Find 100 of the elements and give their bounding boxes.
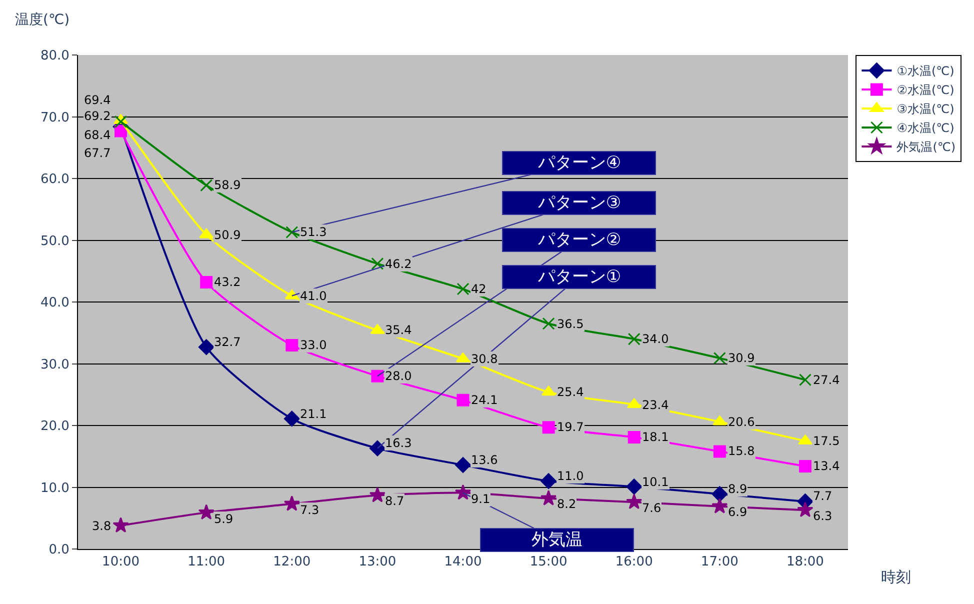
point bbox=[798, 374, 812, 386]
callout-label: 時刻 bbox=[881, 568, 911, 586]
point bbox=[454, 484, 472, 500]
callout-label: 19.7 bbox=[556, 420, 584, 434]
callout-label: 6.3 bbox=[812, 508, 832, 524]
y-tick-label: 50.0 bbox=[40, 234, 70, 249]
point bbox=[455, 457, 471, 473]
callout-label: 20.6 bbox=[728, 414, 756, 430]
y-tick-label: 70.0 bbox=[40, 110, 70, 126]
point bbox=[284, 495, 300, 511]
point bbox=[797, 502, 814, 518]
y-tick-label: 20.0 bbox=[40, 419, 70, 434]
annotation: パターン② bbox=[536, 230, 622, 250]
callout-label: 8.7 bbox=[384, 494, 404, 508]
y-tick-label: 40.0 bbox=[40, 296, 70, 311]
point bbox=[200, 276, 213, 288]
callout-label: 24.1 bbox=[470, 392, 498, 408]
callout-label: 67.7 bbox=[84, 146, 112, 160]
x-tick-label: 11:00 bbox=[188, 554, 226, 570]
legend-label: ③水温(℃) bbox=[896, 102, 954, 116]
annotation: パターン④ bbox=[536, 153, 622, 173]
callout-label: 8.9 bbox=[728, 482, 748, 496]
callout-label: 7.6 bbox=[642, 500, 662, 516]
point bbox=[456, 394, 470, 406]
callout-label: 11.0 bbox=[556, 468, 584, 484]
x-tick-label: 17:00 bbox=[700, 554, 738, 570]
callout-label: 3.8 bbox=[92, 518, 112, 534]
callout-label: 5.9 bbox=[214, 512, 234, 526]
point bbox=[541, 386, 556, 396]
callout-label: 36.5 bbox=[556, 316, 584, 332]
point bbox=[628, 430, 640, 444]
callout-label: 34.0 bbox=[642, 332, 670, 346]
legend-label: ①水温(℃) bbox=[896, 64, 954, 78]
callout-label: 30.9 bbox=[728, 350, 756, 366]
callout-label: 25.4 bbox=[556, 384, 584, 400]
point bbox=[371, 257, 384, 270]
x-tick-label: 12:00 bbox=[273, 554, 311, 570]
callout-label: 69.4 bbox=[84, 92, 112, 108]
callout-label: 35.4 bbox=[384, 322, 412, 338]
callout-label: 8.2 bbox=[556, 496, 576, 512]
point bbox=[200, 179, 213, 192]
point bbox=[712, 498, 728, 514]
callout-label: 30.8 bbox=[470, 352, 498, 366]
callout-label: 13.4 bbox=[812, 458, 840, 474]
legend-label: 外気温(℃) bbox=[896, 140, 956, 154]
point bbox=[284, 410, 300, 427]
x-tick-label: 10:00 bbox=[102, 554, 140, 570]
point bbox=[370, 440, 386, 456]
point bbox=[540, 490, 557, 506]
callout-label: 27.4 bbox=[812, 372, 840, 388]
callout-label: 7.3 bbox=[300, 502, 320, 518]
callout-label: 13.6 bbox=[470, 452, 498, 468]
callout-label: 68.4 bbox=[84, 128, 112, 142]
point bbox=[371, 370, 384, 382]
x-tick-label: 16:00 bbox=[615, 554, 653, 570]
callout-label: 46.2 bbox=[384, 256, 412, 272]
point bbox=[540, 473, 556, 489]
x-tick-label: 14:00 bbox=[444, 554, 482, 570]
callout-label: 10.1 bbox=[642, 474, 670, 490]
x-tick-label: 18:00 bbox=[786, 554, 824, 570]
x-tick-label: 13:00 bbox=[358, 554, 396, 570]
callout-label: 18.1 bbox=[642, 430, 670, 444]
point bbox=[712, 486, 728, 502]
annotation: 外気温 bbox=[532, 530, 582, 550]
callout-label: 6.9 bbox=[728, 504, 748, 520]
callout-label: 23.4 bbox=[642, 398, 670, 412]
callout-label: 15.8 bbox=[728, 444, 756, 458]
callout-label: 50.9 bbox=[214, 228, 242, 242]
point bbox=[626, 494, 642, 510]
point bbox=[798, 460, 812, 473]
point bbox=[456, 282, 470, 296]
callout-label: 51.3 bbox=[300, 224, 328, 240]
callout-label: 33.0 bbox=[300, 338, 328, 352]
point bbox=[286, 338, 298, 352]
callout-label: 28.0 bbox=[384, 368, 412, 384]
annotation: パターン① bbox=[536, 267, 622, 287]
point bbox=[199, 228, 214, 238]
point bbox=[114, 115, 128, 128]
y-tick-label: 60.0 bbox=[40, 172, 70, 188]
y-tick-label: 80.0 bbox=[40, 48, 70, 64]
point bbox=[627, 398, 642, 408]
callout-label: 69.2 bbox=[84, 108, 112, 124]
point bbox=[626, 478, 642, 495]
callout-label: 42 bbox=[470, 282, 486, 296]
point bbox=[369, 486, 386, 502]
callout-label: 41.0 bbox=[300, 288, 328, 304]
point bbox=[713, 445, 726, 458]
point bbox=[542, 421, 555, 434]
point bbox=[112, 517, 129, 533]
callout-label: 9.1 bbox=[470, 492, 490, 506]
point bbox=[198, 339, 214, 355]
legend-label: ④水温(℃) bbox=[896, 121, 954, 136]
callout-label: 16.3 bbox=[384, 436, 412, 450]
y-tick-label: 30.0 bbox=[40, 357, 70, 372]
y-tick-label: 10.0 bbox=[40, 480, 70, 496]
point bbox=[713, 352, 726, 364]
point bbox=[628, 332, 640, 346]
point bbox=[286, 226, 298, 238]
callout-label: 17.5 bbox=[812, 434, 840, 448]
callout-label: 58.9 bbox=[214, 178, 242, 192]
